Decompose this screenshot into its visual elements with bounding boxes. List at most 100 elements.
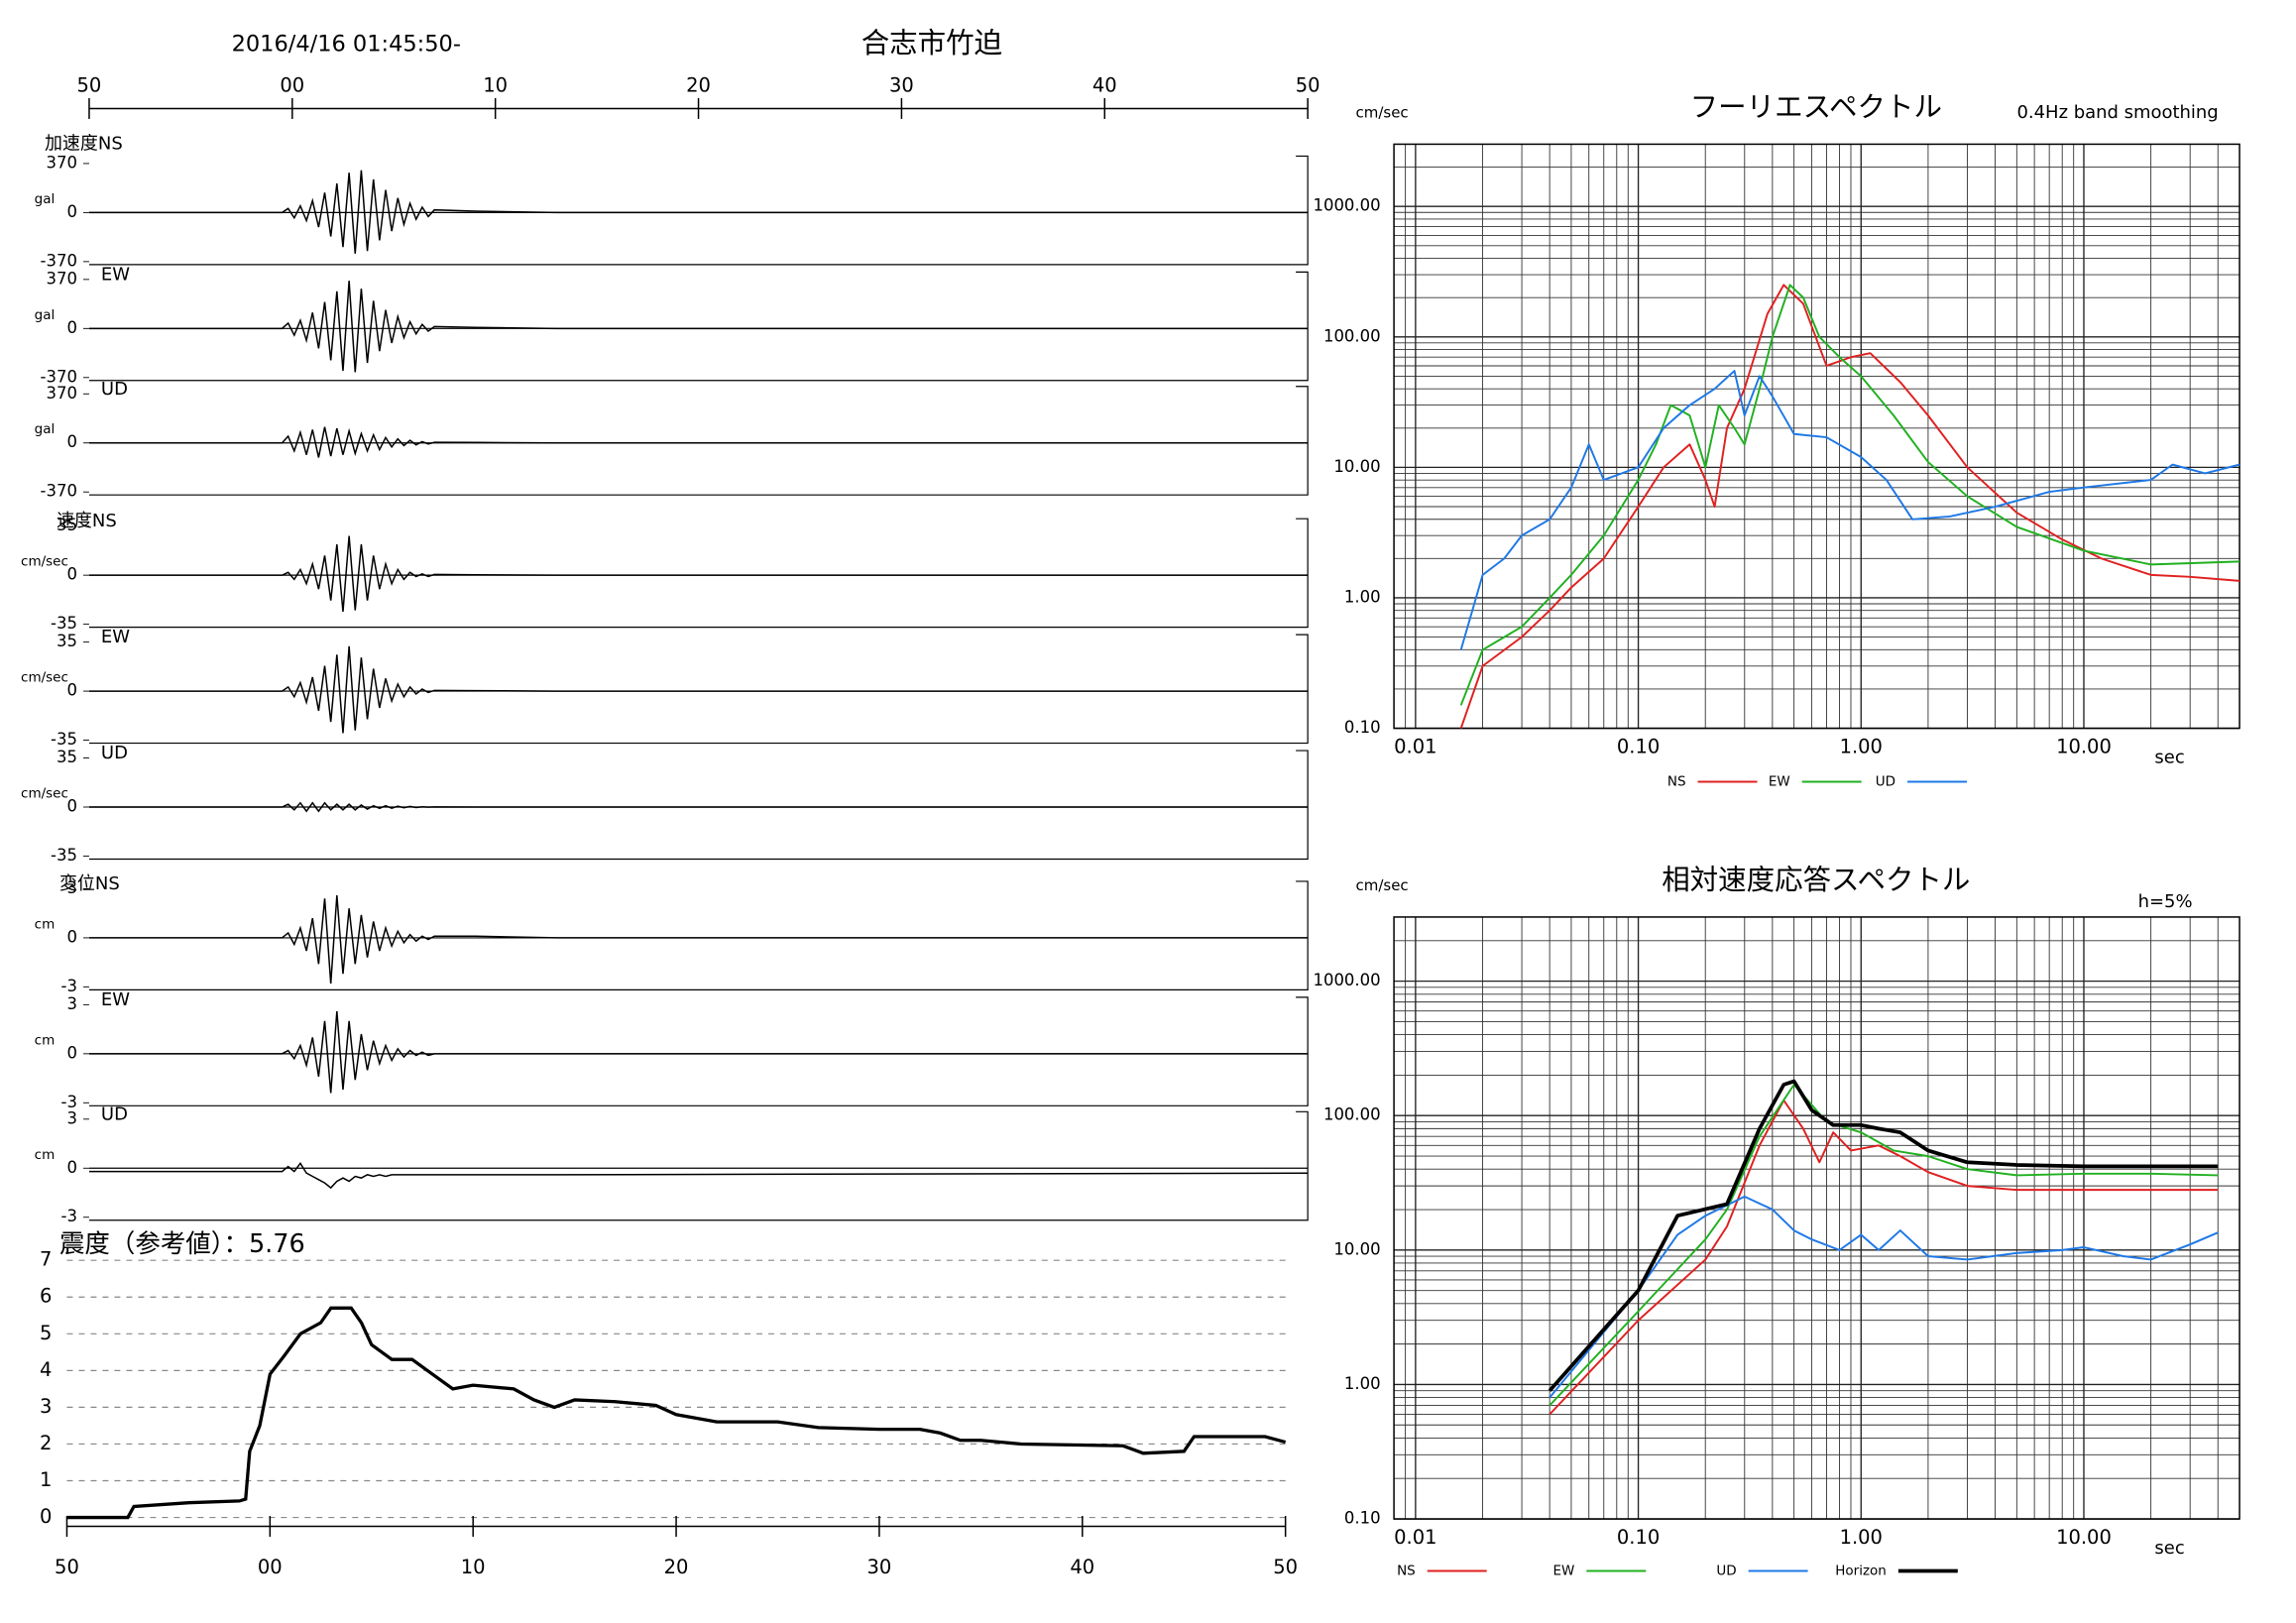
x-tick-label: 1.00 [1840, 1526, 1883, 1549]
panel-frame [88, 880, 1309, 990]
legend-label: EW [1552, 1564, 1574, 1579]
y-tick-label: 370 [47, 269, 77, 288]
x-tick-label: 40 [1092, 73, 1117, 96]
y-tick-label: 0.10 [1344, 718, 1381, 737]
y-tick-label: 1 [40, 1468, 52, 1491]
x-tick-label: 50 [55, 1556, 79, 1578]
y-tick-label: 10.00 [1333, 1239, 1380, 1258]
y-tick-label: 0 [66, 432, 76, 451]
panel-label: EW [101, 989, 130, 1010]
panel-label: UD [101, 743, 128, 763]
y-tick-label: 1000.00 [1313, 971, 1380, 989]
y-tick-label: -3 [61, 1207, 77, 1225]
panel-label: EW [101, 264, 130, 285]
y-tick-label: 3 [66, 878, 76, 897]
legend-label: UD [1716, 1564, 1736, 1579]
x-tick-label: 1.00 [1840, 736, 1883, 758]
y-tick-label: -35 [51, 846, 77, 865]
waveform [88, 801, 1309, 813]
chart-subtitle: 0.4Hz band smoothing [2016, 102, 2218, 123]
panel-label: UD [101, 379, 128, 400]
y-tick-label: 1.00 [1344, 1374, 1381, 1393]
chart-title: 相対速度応答スペクトル [1662, 864, 1970, 896]
x-tick-label: 40 [1070, 1556, 1094, 1578]
spectrum-line [1459, 284, 2240, 706]
y-tick-label: 1000.00 [1313, 196, 1380, 215]
panel-label: 変位NS [59, 873, 120, 894]
y-tick-label: 3 [66, 1108, 76, 1127]
y-tick-label: 5 [40, 1322, 52, 1344]
y-tick-label: 2 [40, 1432, 52, 1454]
legend-label: NS [1397, 1564, 1416, 1579]
unit-label: gal [35, 307, 56, 323]
y-tick-label: 0 [40, 1505, 52, 1528]
waveform [88, 170, 1309, 254]
panel-frame [88, 386, 1309, 496]
y-tick-label: 0 [66, 318, 76, 337]
unit-label: cm/sec [21, 554, 68, 570]
x-tick-label: 30 [889, 73, 914, 96]
y-tick-label: 3 [40, 1395, 52, 1418]
x-tick-label: 10 [461, 1556, 486, 1578]
y-tick-label: 0 [66, 797, 76, 816]
x-tick-label: 50 [1273, 1556, 1298, 1578]
chart-title: フーリエスペクトル [1690, 90, 1942, 123]
y-tick-label: 0 [66, 202, 76, 221]
y-tick-label: -370 [41, 251, 77, 270]
chart-title: 合志市竹迫 [861, 27, 1002, 59]
y-tick-label: 0 [66, 681, 76, 700]
y-tick-label: 0 [66, 1043, 76, 1062]
x-tick-label: 0.10 [1617, 736, 1660, 758]
waveform [88, 1161, 1309, 1190]
unit-label: cm [35, 916, 56, 932]
y-tick-label: -35 [51, 730, 77, 749]
y-tick-label: 370 [47, 153, 77, 172]
y-axis-label: cm/sec [1356, 103, 1409, 121]
x-axis-label: sec [2154, 748, 2184, 768]
x-tick-label: 10.00 [2056, 736, 2112, 758]
x-tick-label: 0.01 [1394, 1526, 1436, 1549]
panel-label: 速度NS [57, 511, 117, 531]
y-tick-label: 35 [57, 516, 77, 534]
panel-frame [88, 996, 1309, 1106]
y-tick-label: -370 [41, 482, 77, 501]
y-tick-label: 0 [66, 565, 76, 584]
x-tick-label: 20 [686, 73, 711, 96]
waveform [88, 281, 1309, 373]
panel-frame [88, 271, 1309, 382]
unit-label: cm [35, 1032, 56, 1048]
y-tick-label: 100.00 [1323, 326, 1381, 345]
x-tick-label: 50 [77, 73, 102, 96]
legend-label: EW [1769, 774, 1790, 790]
legend-label: Horizon [1835, 1564, 1887, 1579]
plot-frame [1393, 916, 2240, 1520]
y-tick-label: 100.00 [1323, 1105, 1381, 1124]
chart-title: 震度（参考値）：5.76 [59, 1229, 305, 1259]
x-tick-label: 00 [258, 1556, 283, 1578]
x-tick-label: 10.00 [2056, 1526, 2112, 1549]
y-tick-label: 4 [40, 1358, 52, 1381]
unit-label: cm [35, 1147, 56, 1163]
y-tick-label: -370 [41, 367, 77, 386]
y-tick-label: 3 [66, 994, 76, 1013]
waveform [88, 645, 1309, 734]
chart-subtitle: 2016/4/16 01:45:50- [232, 32, 461, 58]
y-tick-label: 0 [66, 1158, 76, 1177]
plot-frame [1393, 143, 2240, 730]
panel-label: 加速度NS [45, 133, 123, 154]
panel-label: UD [101, 1103, 128, 1124]
y-tick-label: 1.00 [1344, 587, 1381, 606]
unit-label: gal [35, 191, 56, 207]
x-tick-label: 30 [867, 1556, 892, 1578]
unit-label: gal [35, 421, 56, 437]
y-tick-label: -3 [61, 977, 77, 995]
panel-frame [88, 1110, 1309, 1221]
legend-label: UD [1876, 774, 1895, 790]
y-tick-label: -35 [51, 614, 77, 633]
waveform [88, 535, 1309, 612]
panel-frame [88, 155, 1309, 266]
unit-label: cm/sec [21, 786, 68, 802]
x-tick-label: 10 [483, 73, 508, 96]
intensity-line [66, 1306, 1287, 1520]
